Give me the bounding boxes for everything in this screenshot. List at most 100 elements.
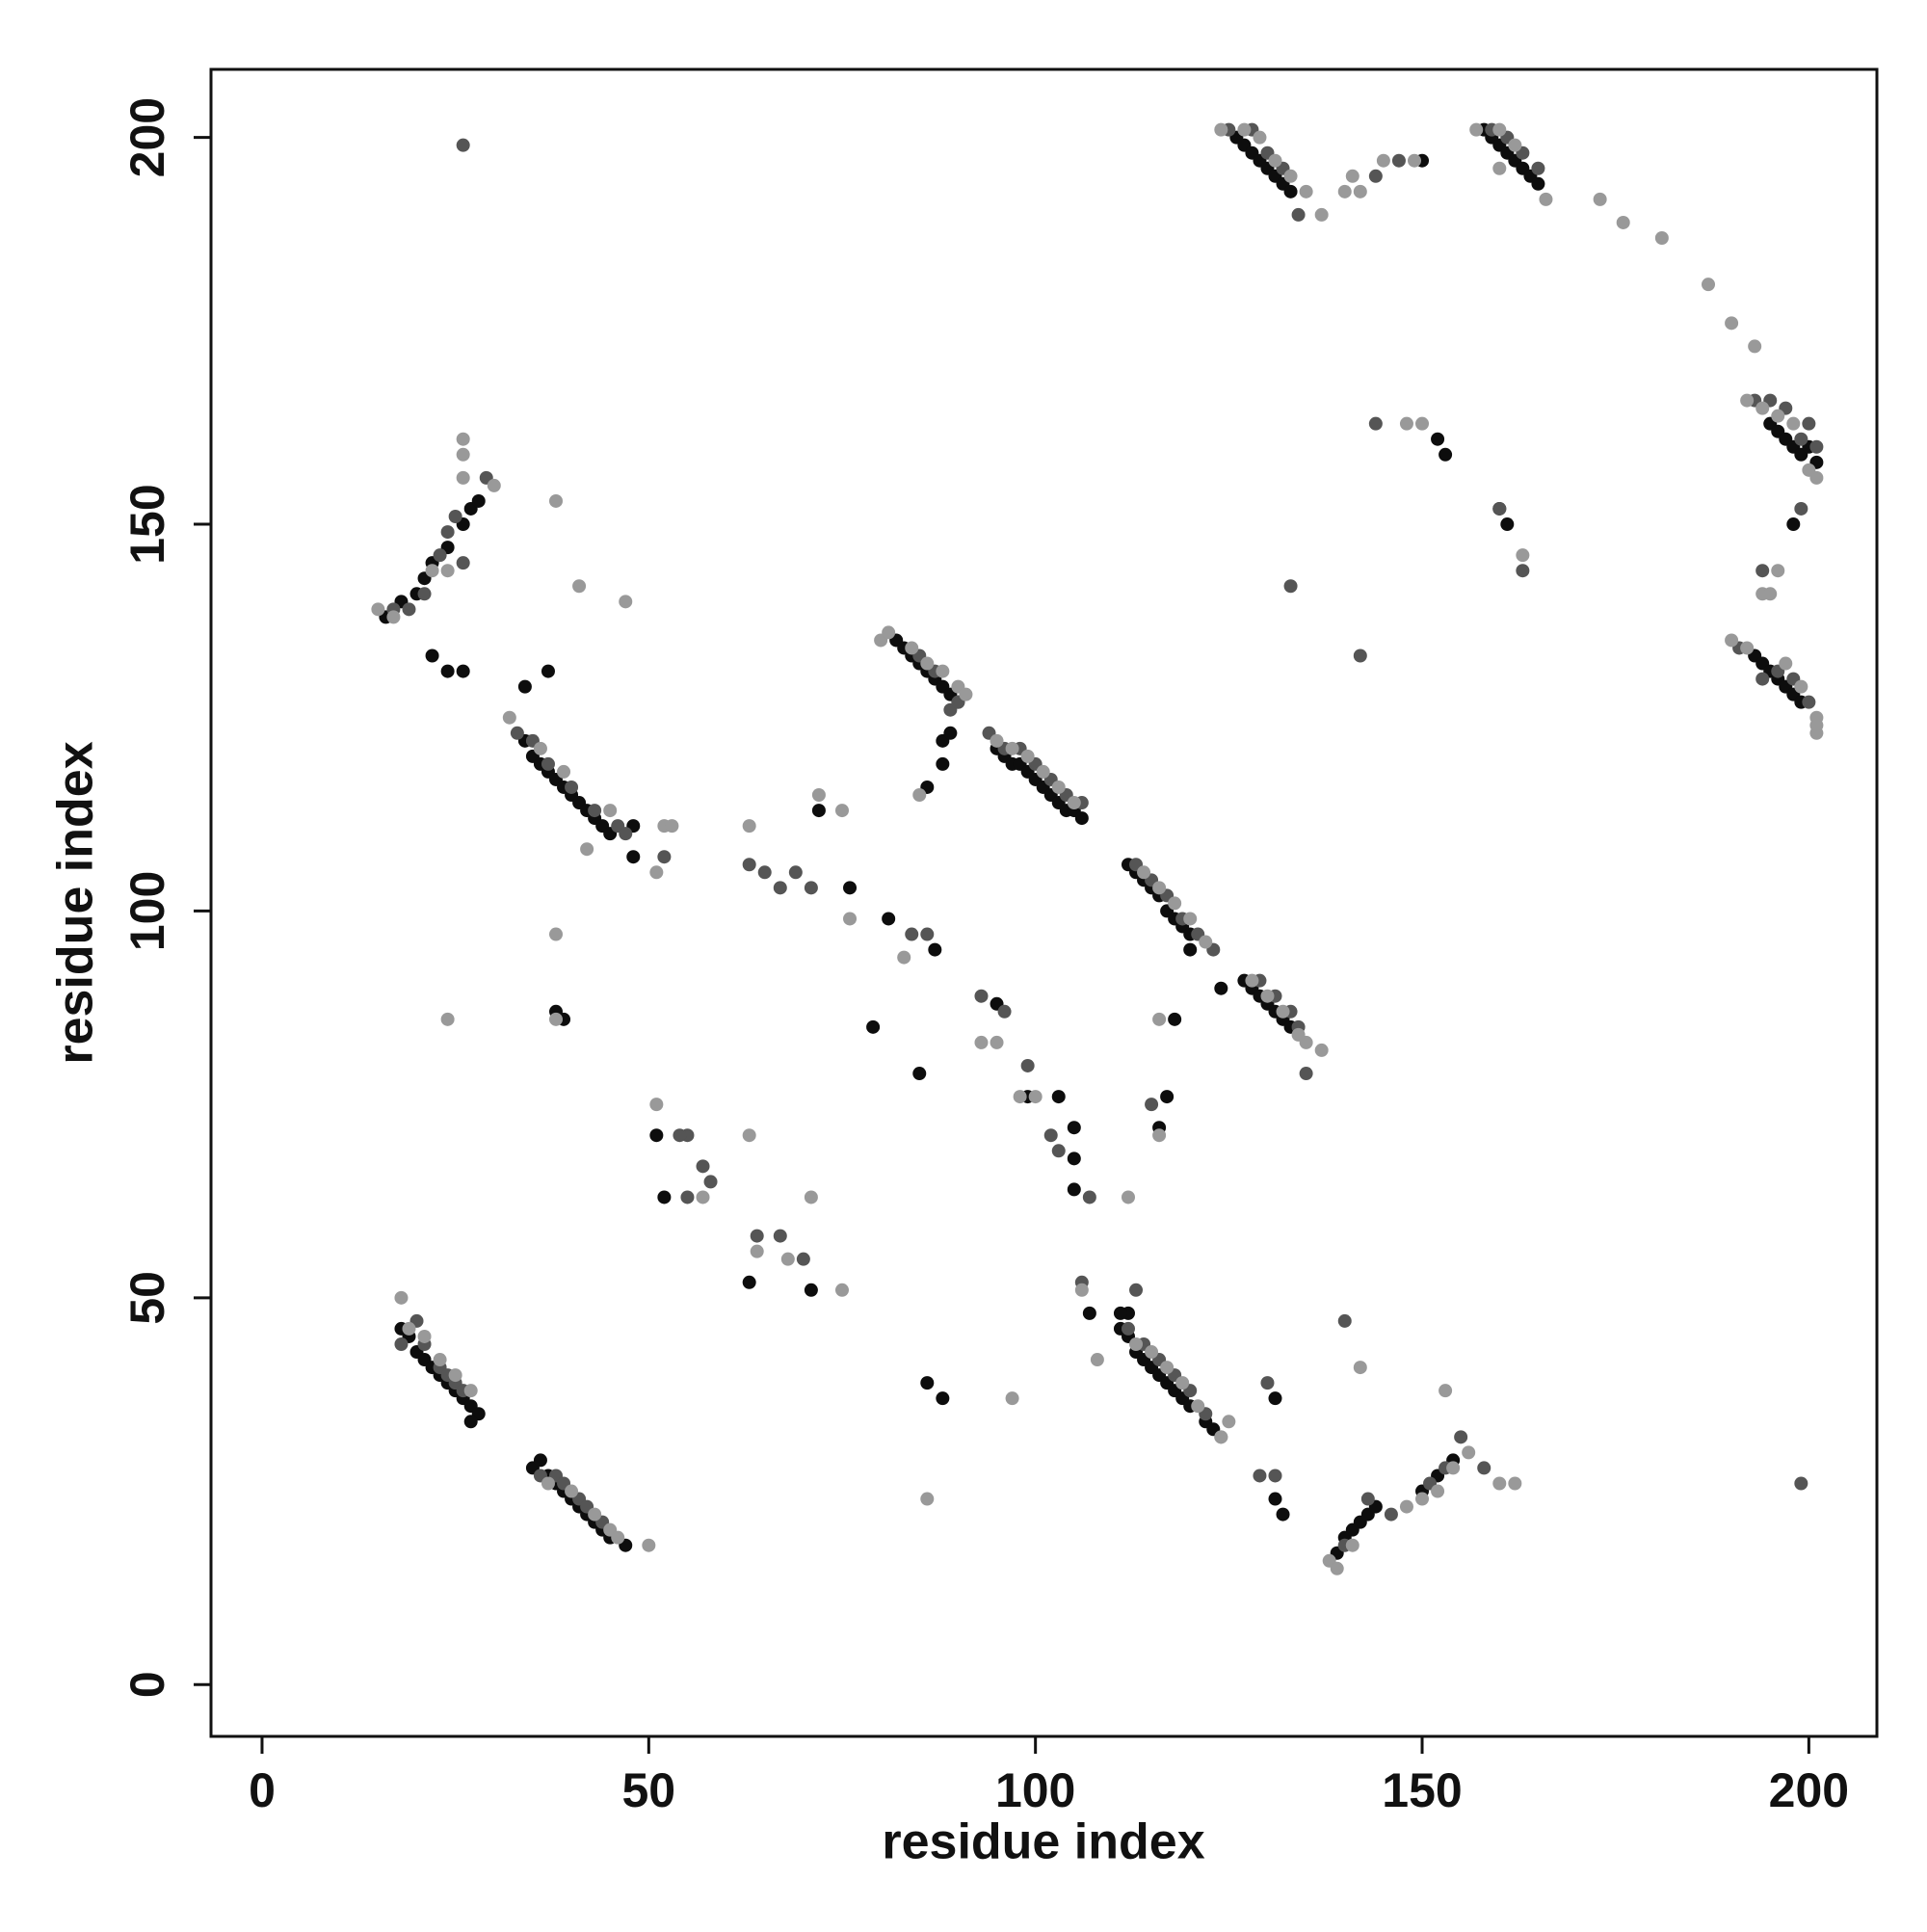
point [1082, 1306, 1096, 1320]
point [696, 1159, 710, 1174]
point [773, 1229, 787, 1243]
point [742, 858, 756, 872]
point [1376, 153, 1390, 168]
point [1222, 1415, 1236, 1429]
point [1539, 192, 1553, 206]
point [1454, 1430, 1468, 1444]
point [565, 780, 579, 794]
point [742, 819, 756, 834]
point [1391, 153, 1406, 168]
point [1368, 416, 1383, 431]
point [1702, 278, 1716, 292]
x-axis-title: residue index [882, 1814, 1204, 1870]
point [796, 1252, 810, 1266]
point [549, 1012, 564, 1026]
point [1168, 1012, 1182, 1026]
point [433, 548, 447, 563]
point [1469, 122, 1484, 137]
point [1291, 1027, 1306, 1042]
point [936, 1391, 950, 1406]
point [780, 1252, 795, 1266]
point [433, 1353, 447, 1367]
point [1276, 1507, 1290, 1522]
point [1160, 1361, 1175, 1375]
point [912, 1067, 927, 1081]
point [603, 804, 618, 818]
point [1299, 184, 1313, 198]
point [1508, 138, 1522, 152]
point [1137, 865, 1151, 880]
point [1755, 401, 1770, 415]
point [588, 804, 602, 818]
point [487, 478, 501, 492]
point [1191, 1399, 1205, 1414]
point [1802, 416, 1816, 431]
point [386, 610, 401, 624]
point [1794, 679, 1808, 694]
point [1145, 1098, 1159, 1112]
point [1492, 501, 1507, 516]
point [1245, 973, 1259, 988]
point [750, 1229, 764, 1243]
point [804, 881, 818, 895]
point [1725, 316, 1739, 331]
point [1771, 409, 1785, 423]
point [804, 1283, 818, 1297]
point [866, 1019, 881, 1034]
point [1439, 447, 1453, 462]
point [1183, 942, 1198, 957]
point [1477, 1461, 1491, 1475]
point [1616, 215, 1630, 229]
point [757, 865, 772, 880]
point [371, 602, 385, 617]
y-axis-title: residue index [48, 741, 104, 1064]
point [588, 1507, 602, 1522]
point [1794, 432, 1808, 446]
point [1516, 564, 1530, 578]
x-tick-label: 150 [1382, 1763, 1462, 1817]
point [541, 1476, 555, 1491]
point [1005, 741, 1019, 755]
point [1020, 749, 1035, 763]
point [611, 1530, 625, 1545]
point [619, 595, 633, 609]
point [1431, 432, 1445, 446]
y-tick-label: 200 [120, 97, 174, 177]
y-tick-label: 100 [120, 871, 174, 951]
point [673, 1128, 687, 1143]
point [1013, 1090, 1027, 1104]
point [936, 664, 950, 678]
point [1090, 1353, 1104, 1367]
plot-frame [209, 67, 1879, 1738]
point [1439, 1384, 1453, 1398]
point [565, 1484, 579, 1498]
point [417, 1329, 432, 1343]
point [425, 648, 439, 663]
point [920, 1492, 935, 1506]
point [1492, 161, 1507, 175]
point [1345, 169, 1359, 183]
point [997, 1004, 1012, 1019]
point [974, 1035, 989, 1049]
point [1067, 1151, 1081, 1166]
point [1345, 1538, 1359, 1552]
point [425, 564, 439, 578]
point [974, 989, 989, 1003]
point [1809, 439, 1824, 454]
point [456, 447, 470, 462]
point [1082, 1190, 1096, 1204]
point [1337, 1313, 1352, 1328]
point [811, 788, 826, 803]
point [471, 493, 486, 508]
point [834, 1283, 849, 1297]
point [1283, 184, 1298, 198]
point [1360, 1492, 1375, 1506]
point [1779, 656, 1793, 671]
point [1516, 548, 1530, 563]
point [1152, 1128, 1167, 1143]
point [990, 1035, 1004, 1049]
point [1152, 881, 1167, 895]
point [1283, 579, 1298, 594]
point [533, 741, 547, 755]
point [417, 587, 432, 601]
